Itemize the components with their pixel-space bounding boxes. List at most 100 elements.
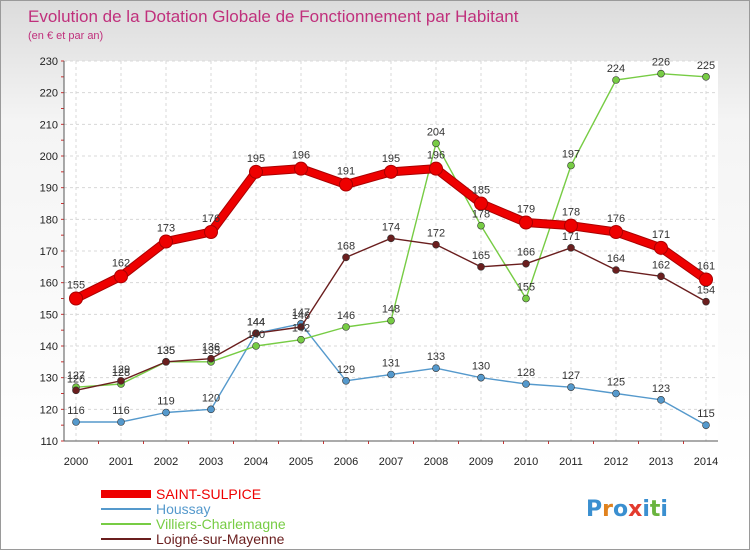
y-tick-label: 230 <box>40 56 58 68</box>
data-point <box>342 323 350 331</box>
data-point <box>252 329 260 338</box>
data-label: 171 <box>562 231 580 243</box>
data-point <box>702 297 710 306</box>
y-tick-label: 210 <box>40 119 58 131</box>
data-label: 140 <box>247 329 265 341</box>
data-point <box>432 364 440 372</box>
data-label: 176 <box>202 213 220 225</box>
data-label: 174 <box>382 221 400 233</box>
data-point <box>117 377 125 385</box>
data-label: 128 <box>517 367 535 379</box>
data-point <box>342 377 350 385</box>
data-label: 204 <box>427 126 445 138</box>
data-point <box>612 266 620 274</box>
data-point <box>162 408 170 417</box>
x-tick-label: 2003 <box>199 456 223 468</box>
data-label: 144 <box>247 316 265 328</box>
x-tick-label: 2008 <box>424 456 448 468</box>
data-point <box>384 164 398 179</box>
data-point <box>297 335 305 344</box>
data-point <box>519 215 533 230</box>
data-label: 116 <box>67 405 85 417</box>
data-point <box>612 76 620 84</box>
x-tick-label: 2014 <box>694 456 718 468</box>
data-point <box>249 164 263 179</box>
data-point <box>114 269 128 284</box>
data-point <box>429 161 443 176</box>
legend: SAINT-SULPICEHoussayVilliers-Charlemagne… <box>101 486 286 547</box>
y-tick-label: 150 <box>40 309 58 321</box>
data-label: 144 <box>247 316 265 328</box>
data-point <box>207 405 215 414</box>
data-point <box>159 234 173 249</box>
data-label: 195 <box>382 153 400 165</box>
x-tick-label: 2000 <box>64 456 88 468</box>
proxiti-logo: Proxiti <box>586 497 668 522</box>
x-tick-label: 2012 <box>604 456 628 468</box>
x-tick-label: 2004 <box>244 456 268 468</box>
data-label: 128 <box>112 367 130 379</box>
data-point <box>117 418 125 426</box>
data-label: 155 <box>517 282 535 294</box>
data-label: 120 <box>202 392 220 404</box>
series-layer <box>69 69 713 429</box>
data-label: 168 <box>337 240 355 252</box>
data-label: 224 <box>607 63 625 75</box>
data-label: 131 <box>382 358 400 370</box>
data-point <box>522 259 530 268</box>
data-point <box>702 421 710 429</box>
data-point <box>204 225 218 239</box>
data-label: 115 <box>697 408 715 420</box>
data-point <box>387 370 395 379</box>
data-label: 148 <box>382 304 400 316</box>
data-label: 226 <box>652 57 670 69</box>
data-point <box>657 272 665 281</box>
data-point <box>252 342 260 350</box>
data-point <box>387 316 395 325</box>
data-label: 123 <box>652 383 670 395</box>
data-label: 142 <box>292 323 310 335</box>
data-label: 197 <box>562 149 580 161</box>
data-label: 185 <box>472 185 490 197</box>
data-label: 127 <box>562 370 580 382</box>
data-point <box>297 323 305 331</box>
data-point <box>162 358 170 366</box>
data-label: 172 <box>427 228 445 240</box>
data-point <box>342 253 350 262</box>
data-point <box>564 218 578 233</box>
data-label: 126 <box>67 373 85 385</box>
data-label: 135 <box>202 345 220 357</box>
chart-title: Evolution de la Dotation Globale de Fonc… <box>28 7 519 26</box>
x-tick-label: 2013 <box>649 456 673 468</box>
data-point <box>432 139 440 148</box>
data-label: 125 <box>607 377 625 389</box>
data-label: 164 <box>607 253 625 265</box>
data-label: 225 <box>697 60 715 72</box>
data-point <box>294 161 308 176</box>
y-tick-label: 180 <box>40 214 58 226</box>
data-label: 191 <box>337 166 355 178</box>
data-point <box>612 389 620 398</box>
y-tick-label: 170 <box>40 246 58 258</box>
x-tick-label: 2011 <box>559 456 583 468</box>
data-label: 196 <box>427 150 445 162</box>
data-point <box>477 221 485 230</box>
data-point <box>702 73 710 81</box>
data-label: 136 <box>202 342 220 354</box>
y-tick-label: 140 <box>40 341 58 353</box>
data-label: 127 <box>67 370 85 382</box>
y-tick-label: 220 <box>40 88 58 100</box>
x-tick-label: 2002 <box>154 456 178 468</box>
y-tick-label: 130 <box>40 373 58 385</box>
data-label: 147 <box>292 307 310 319</box>
data-label: 162 <box>652 259 670 271</box>
data-point <box>657 69 665 78</box>
data-label: 154 <box>697 285 715 297</box>
y-tick-label: 110 <box>40 436 58 448</box>
data-labels: 116 116 119 120 144 147 129 131 133 130 128 127 125 1… <box>67 57 715 420</box>
data-label: 171 <box>652 229 670 241</box>
data-point <box>72 386 80 395</box>
y-tick-label: 200 <box>40 151 58 163</box>
